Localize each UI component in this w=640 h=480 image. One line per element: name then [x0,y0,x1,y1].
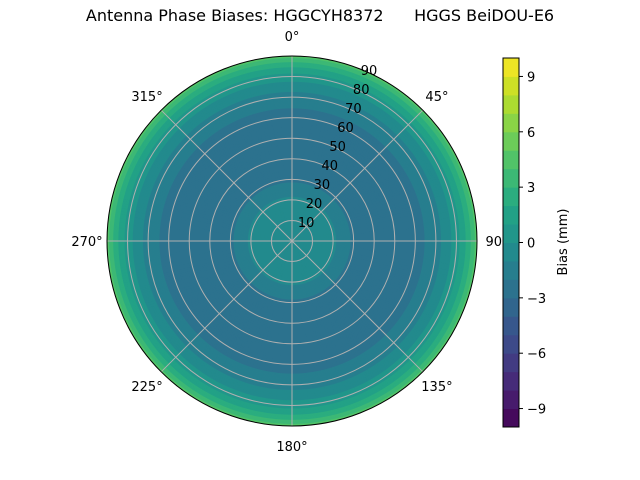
radial-tick-label: 80 [353,83,370,98]
radial-tick-label: 40 [321,159,338,174]
radial-tick-label: 70 [345,102,362,117]
colorbar-tick-label: −3 [527,292,546,307]
angular-tick-label: 135° [421,380,452,395]
angular-tick-label: 180° [276,440,307,455]
radial-tick-label: 60 [337,121,354,136]
radial-tick-label: 30 [314,178,331,193]
colorbar-label: Bias (mm) [556,209,571,276]
radial-tick-label: 20 [306,197,323,212]
angular-tick-label: 315° [131,90,162,105]
angular-tick-label: 0° [285,30,300,45]
colorbar-tick-label: 3 [527,181,535,196]
plot-border [106,55,478,427]
polar-grid [107,56,477,426]
colorbar-tick-label: 6 [527,126,535,141]
angular-tick-label: 270° [71,235,102,250]
radial-tick-label: 50 [329,140,346,155]
colorbar-tick-label: −6 [527,347,546,362]
radial-tick-label: 90 [361,64,378,79]
colorbar-tick-label: −9 [527,403,546,418]
chart-title: Antenna Phase Biases: HGGCYH8372 HGGS Be… [85,6,555,25]
colorbar-tick-label: 9 [527,70,535,85]
radial-tick-labels: 10 20 30 40 50 60 70 80 90 [298,64,377,231]
radial-tick-label: 10 [298,216,315,231]
angular-tick-label: 225° [131,380,162,395]
colorbar [502,57,520,428]
colorbar-ticks: 9 6 3 0 −3 −6 −9 [519,70,546,418]
angular-tick-label: 45° [425,90,448,105]
colorbar-tick-label: 0 [527,237,535,252]
